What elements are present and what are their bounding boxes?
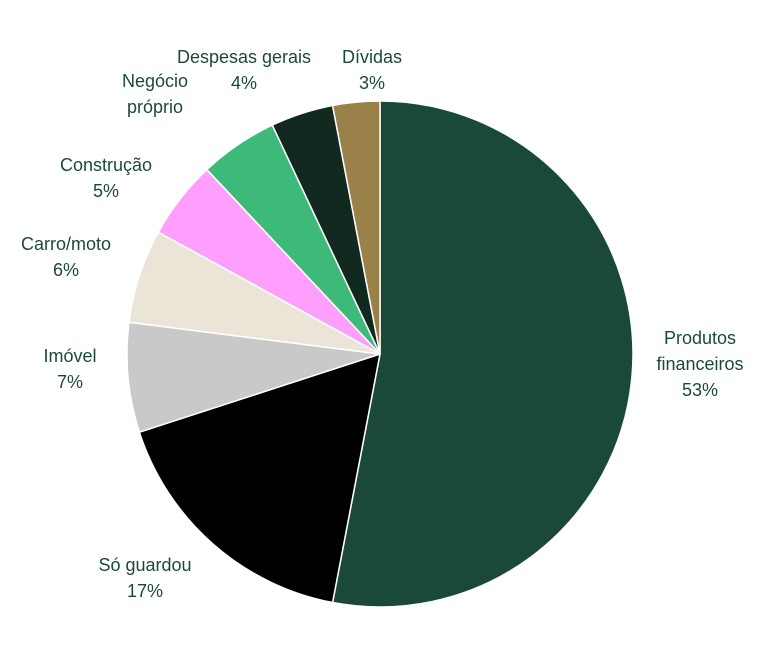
- slice-label: Negócio próprio: [122, 71, 188, 117]
- slice-label: Só guardou 17%: [98, 555, 191, 601]
- pie-slices: [126, 100, 634, 608]
- slice-label: Construção 5%: [60, 155, 152, 201]
- pie-slice: [138, 353, 381, 604]
- slice-label: Despesas gerais 4%: [177, 47, 311, 93]
- pie-slice: [126, 321, 381, 433]
- pie-slice: [331, 100, 381, 355]
- slice-label: Dívidas 3%: [342, 47, 402, 93]
- slice-label: Carro/moto 6%: [21, 234, 111, 280]
- slice-label: Produtos financeiros 53%: [656, 328, 743, 400]
- pie-labels: Produtos financeiros 53% Só guardou 17% Imóve…: [21, 47, 744, 601]
- pie-slice: [331, 100, 634, 608]
- slice-label: Imóvel 7%: [43, 346, 96, 392]
